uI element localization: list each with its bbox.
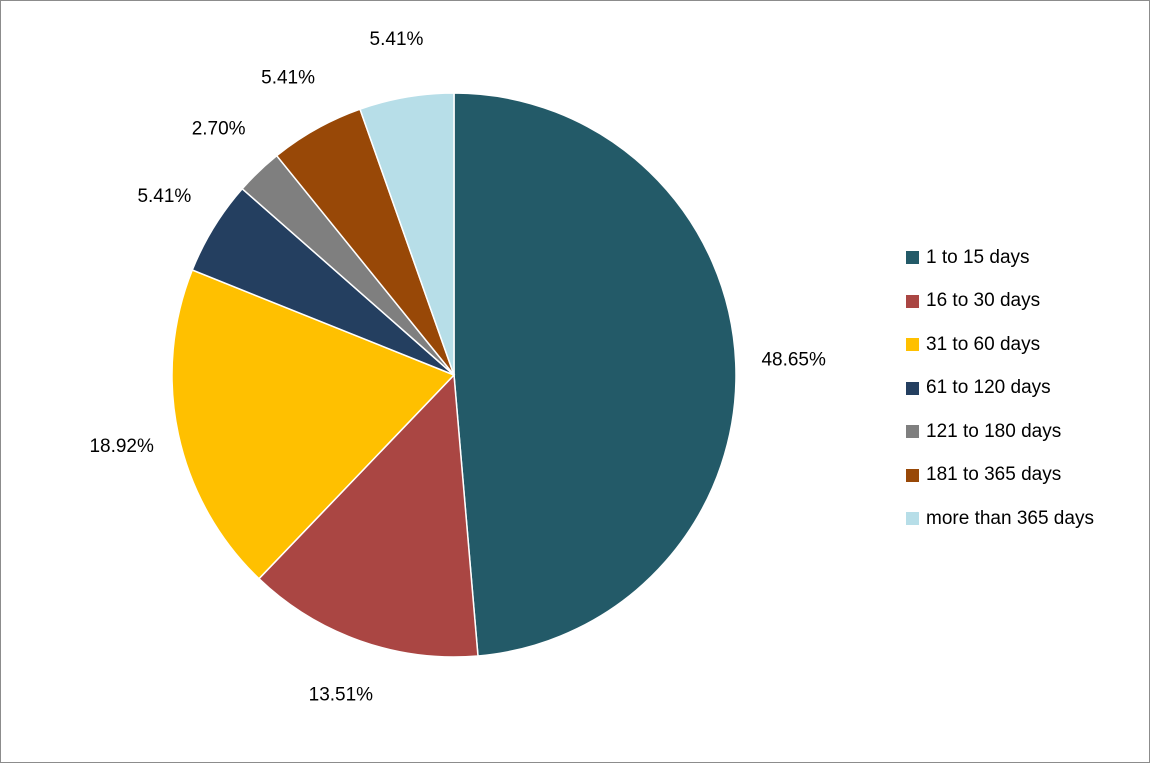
legend-item: more than 365 days — [906, 497, 1094, 541]
legend-item: 31 to 60 days — [906, 323, 1094, 367]
pie-data-labels: 48.65% 13.51% 18.92% 5.41% 2.70% 5.41% 5.41% — [89, 29, 826, 706]
pie-slice — [453, 92, 737, 657]
legend-label: more than 365 days — [926, 507, 1094, 529]
legend-swatch — [906, 512, 919, 526]
legend-item: 121 to 180 days — [906, 410, 1094, 454]
legend-swatch — [906, 468, 919, 482]
data-label: 13.51% — [309, 685, 374, 706]
legend-label: 16 to 30 days — [926, 290, 1041, 312]
data-label: 2.70% — [192, 119, 246, 140]
legend-swatch — [906, 294, 919, 308]
legend-label: 31 to 60 days — [926, 333, 1041, 355]
data-label: 5.41% — [261, 67, 315, 88]
legend-item: 16 to 30 days — [906, 280, 1094, 324]
legend-label: 61 to 120 days — [926, 377, 1051, 399]
legend-swatch — [906, 425, 919, 439]
legend-label: 1 to 15 days — [926, 246, 1030, 268]
legend-label: 121 to 180 days — [926, 420, 1062, 442]
data-label: 5.41% — [370, 29, 424, 50]
pie-slice — [359, 92, 455, 376]
data-label: 18.92% — [89, 436, 154, 457]
legend-item: 61 to 120 days — [906, 367, 1094, 411]
pie-slice — [257, 373, 479, 658]
data-label: 5.41% — [137, 186, 191, 207]
legend-swatch — [906, 381, 919, 395]
legend-swatch — [906, 251, 919, 265]
legend: 1 to 15 days 16 to 30 days 31 to 60 days 61… — [906, 236, 1094, 541]
legend-item: 1 to 15 days — [906, 236, 1094, 280]
legend-label: 181 to 365 days — [926, 464, 1062, 486]
data-label: 48.65% — [761, 350, 826, 371]
pie-slices — [171, 92, 737, 658]
legend-item: 181 to 365 days — [906, 454, 1094, 498]
legend-swatch — [906, 338, 919, 352]
